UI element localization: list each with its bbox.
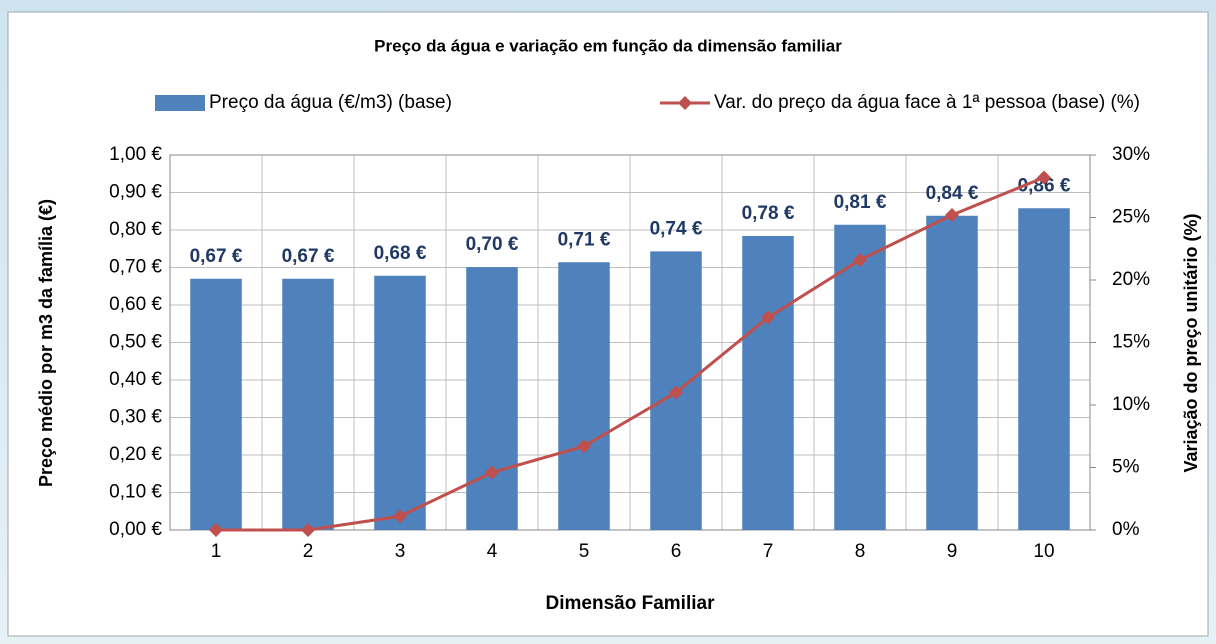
y-tick-label: 0,10 € bbox=[109, 482, 162, 503]
bar bbox=[282, 278, 334, 530]
x-tick-label: 4 bbox=[487, 541, 498, 562]
y2-tick-label: 15% bbox=[1112, 332, 1150, 353]
y2-axis-title: Variação do preço unitário (%) bbox=[1181, 213, 1201, 472]
line-marker bbox=[577, 439, 591, 454]
x-tick-label: 3 bbox=[395, 541, 406, 562]
data-label: 0,86 € bbox=[1018, 175, 1071, 196]
bar bbox=[926, 215, 978, 530]
y2-tick-label: 5% bbox=[1112, 457, 1140, 478]
line-marker bbox=[301, 523, 315, 537]
bar bbox=[834, 224, 886, 530]
x-tick-label: 2 bbox=[303, 541, 314, 562]
chart-title: Preço da água e variação em função da di… bbox=[374, 36, 842, 55]
x-tick-label: 10 bbox=[1033, 541, 1054, 562]
data-label: 0,67 € bbox=[190, 246, 243, 267]
y-tick-label: 0,70 € bbox=[109, 257, 162, 278]
y2-tick-label: 30% bbox=[1112, 144, 1150, 165]
y-tick-label: 0,30 € bbox=[109, 407, 162, 428]
data-label: 0,70 € bbox=[466, 234, 519, 255]
y-axis-title: Preço médio por m3 da família (€) bbox=[36, 199, 56, 487]
bar bbox=[1018, 208, 1070, 530]
y-tick-label: 0,40 € bbox=[109, 369, 162, 390]
y-tick-label: 0,50 € bbox=[109, 332, 162, 353]
line-marker bbox=[1037, 170, 1051, 185]
line bbox=[216, 176, 1045, 532]
line-marker bbox=[209, 523, 223, 537]
y-tick-label: 0,90 € bbox=[109, 182, 162, 203]
bar bbox=[374, 275, 426, 530]
x-tick-label: 9 bbox=[947, 541, 958, 562]
y2-tick-label: 10% bbox=[1112, 394, 1150, 415]
x-tick-label: 8 bbox=[855, 541, 866, 562]
plot-border bbox=[169, 154, 1091, 531]
line-marker bbox=[853, 253, 867, 267]
y2-tick-label: 25% bbox=[1112, 207, 1150, 228]
data-label: 0,74 € bbox=[650, 218, 703, 239]
data-label: 0,67 € bbox=[282, 246, 335, 267]
bar bbox=[466, 267, 518, 530]
data-label: 0,81 € bbox=[834, 192, 887, 213]
x-tick-label: 1 bbox=[211, 541, 222, 562]
bar bbox=[558, 262, 610, 530]
y2-tick-label: 0% bbox=[1112, 519, 1140, 540]
legend-swatch bbox=[155, 95, 205, 111]
bar bbox=[190, 278, 242, 530]
line-marker bbox=[945, 208, 959, 222]
x-tick-label: 6 bbox=[671, 541, 682, 562]
legend-label: Preço da água (€/m3) (base) bbox=[209, 92, 452, 113]
legend-marker bbox=[678, 96, 692, 110]
line-marker bbox=[669, 385, 683, 400]
bar bbox=[742, 236, 794, 530]
data-label: 0,84 € bbox=[926, 183, 979, 204]
legend-label: Var. do preço da água face à 1ª pessoa (… bbox=[714, 92, 1140, 113]
y-tick-label: 0,20 € bbox=[109, 444, 162, 465]
y-tick-label: 0,00 € bbox=[109, 519, 162, 540]
x-tick-label: 7 bbox=[763, 541, 774, 562]
x-tick-label: 5 bbox=[579, 541, 590, 562]
y-tick-label: 1,00 € bbox=[109, 144, 162, 165]
x-axis-title: Dimensão Familiar bbox=[546, 593, 716, 614]
y-tick-label: 0,80 € bbox=[109, 219, 162, 240]
line-marker bbox=[761, 310, 775, 325]
data-label: 0,78 € bbox=[742, 203, 795, 224]
line-marker bbox=[393, 509, 407, 524]
line-marker bbox=[485, 465, 499, 480]
data-label: 0,71 € bbox=[558, 229, 611, 250]
y2-tick-label: 20% bbox=[1112, 269, 1150, 290]
y-tick-label: 0,60 € bbox=[109, 294, 162, 315]
data-label: 0,68 € bbox=[374, 243, 427, 264]
